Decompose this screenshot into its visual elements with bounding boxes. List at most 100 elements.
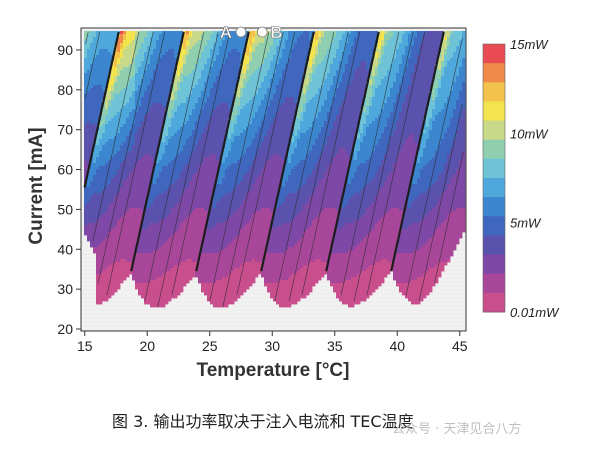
heatmap-cell [189,100,193,104]
heatmap-cell [207,172,211,176]
heatmap-cell [234,64,238,68]
heatmap-cell [252,238,256,242]
heatmap-cell [195,130,199,134]
heatmap-cell [234,211,238,215]
heatmap-cell [231,175,235,179]
heatmap-cell [246,271,250,275]
heatmap-cell [147,211,151,215]
heatmap-cell [138,88,142,92]
heatmap-cell [120,124,124,128]
heatmap-cell [129,139,133,143]
heatmap-cell [237,292,241,296]
heatmap-cell [111,241,115,245]
heatmap-cell [153,40,157,44]
heatmap-cell [120,118,124,122]
heatmap-cell [168,145,172,149]
heatmap-cell [123,34,127,38]
heatmap-cell [195,172,199,176]
heatmap-cell [159,223,163,227]
heatmap-cell [243,235,247,239]
heatmap-cell [165,160,169,164]
heatmap-cell [162,301,166,305]
heatmap-cell [192,127,196,131]
heatmap-cell [177,286,181,290]
heatmap-cell [147,178,151,182]
heatmap-cell [219,196,223,200]
heatmap-cell [114,127,118,131]
heatmap-cell [93,85,97,89]
heatmap-cell [222,217,226,221]
heatmap-cell [177,232,181,236]
heatmap-cell [204,184,208,188]
heatmap-cell [243,193,247,197]
heatmap-cell [219,31,223,35]
heatmap-cell [183,139,187,143]
heatmap-cell [102,283,106,287]
heatmap-cell [153,55,157,59]
heatmap-cell [231,76,235,80]
heatmap-cell [168,142,172,146]
heatmap-cell [198,103,202,107]
heatmap-cell [111,211,115,215]
heatmap-cell [141,88,145,92]
heatmap-cell [168,76,172,80]
heatmap-cell [153,301,157,305]
heatmap-cell [192,106,196,110]
heatmap-cell [90,196,94,200]
heatmap-cell [252,52,256,56]
heatmap-cell [93,199,97,203]
heatmap-cell [117,157,121,161]
heatmap-cell [156,223,160,227]
heatmap-cell [126,202,130,206]
heatmap-cell [156,172,160,176]
heatmap-cell [90,232,94,236]
heatmap-cell [228,244,232,248]
heatmap-cell [132,145,136,149]
heatmap-cell [171,157,175,161]
heatmap-cell [174,94,178,98]
heatmap-cell [111,190,115,194]
heatmap-cell [144,61,148,65]
heatmap-cell [132,250,136,254]
heatmap-cell [201,145,205,149]
heatmap-cell [108,109,112,113]
heatmap-cell [231,31,235,35]
heatmap-cell [84,142,88,146]
heatmap-cell [183,64,187,68]
heatmap-cell [246,235,250,239]
heatmap-cell [171,220,175,224]
heatmap-cell [114,157,118,161]
heatmap-cell [138,100,142,104]
heatmap-cell [150,31,154,35]
heatmap-cell [171,40,175,44]
heatmap-cell [108,130,112,134]
heatmap-cell [87,55,91,59]
heatmap-cell [132,190,136,194]
heatmap-cell [222,199,226,203]
heatmap-cell [231,49,235,53]
heatmap-cell [147,109,151,113]
heatmap-cell [207,274,211,278]
heatmap-cell [156,49,160,53]
heatmap-cell [120,268,124,272]
heatmap-cell [252,157,256,161]
heatmap-cell [123,181,127,185]
heatmap-cell [252,43,256,47]
heatmap-cell [186,253,190,257]
heatmap-cell [90,115,94,119]
heatmap-cell [252,271,256,275]
heatmap-cell [219,214,223,218]
heatmap-cell [147,151,151,155]
heatmap-cell [174,259,178,263]
heatmap-cell [180,31,184,35]
heatmap-cell [108,268,112,272]
heatmap-cell [90,229,94,233]
heatmap-cell [93,229,97,233]
heatmap-cell [180,187,184,191]
heatmap-cell [174,280,178,284]
heatmap-cell [219,73,223,77]
heatmap-cell [243,97,247,101]
heatmap-cell [207,241,211,245]
heatmap-cell [153,82,157,86]
heatmap-cell [228,109,232,113]
